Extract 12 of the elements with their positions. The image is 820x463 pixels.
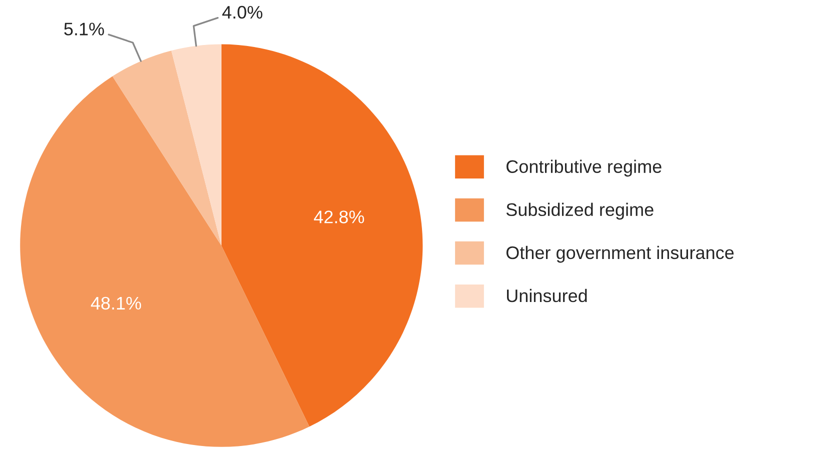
legend-label: Other government insurance xyxy=(506,246,734,263)
pie-slice xyxy=(171,44,222,246)
legend-label: Uninsured xyxy=(507,288,587,302)
pie-slice xyxy=(20,76,310,447)
data-label: 48.1% xyxy=(90,296,142,310)
pie-slice xyxy=(221,44,423,427)
pie-slice xyxy=(112,50,222,246)
data-label: 5.1% xyxy=(64,22,104,36)
legend-label: Contributive regime xyxy=(506,160,662,177)
legend-label: Subsidized regime xyxy=(506,202,654,220)
data-label: 42.8% xyxy=(314,210,364,224)
data-label: 4.0% xyxy=(222,6,262,19)
